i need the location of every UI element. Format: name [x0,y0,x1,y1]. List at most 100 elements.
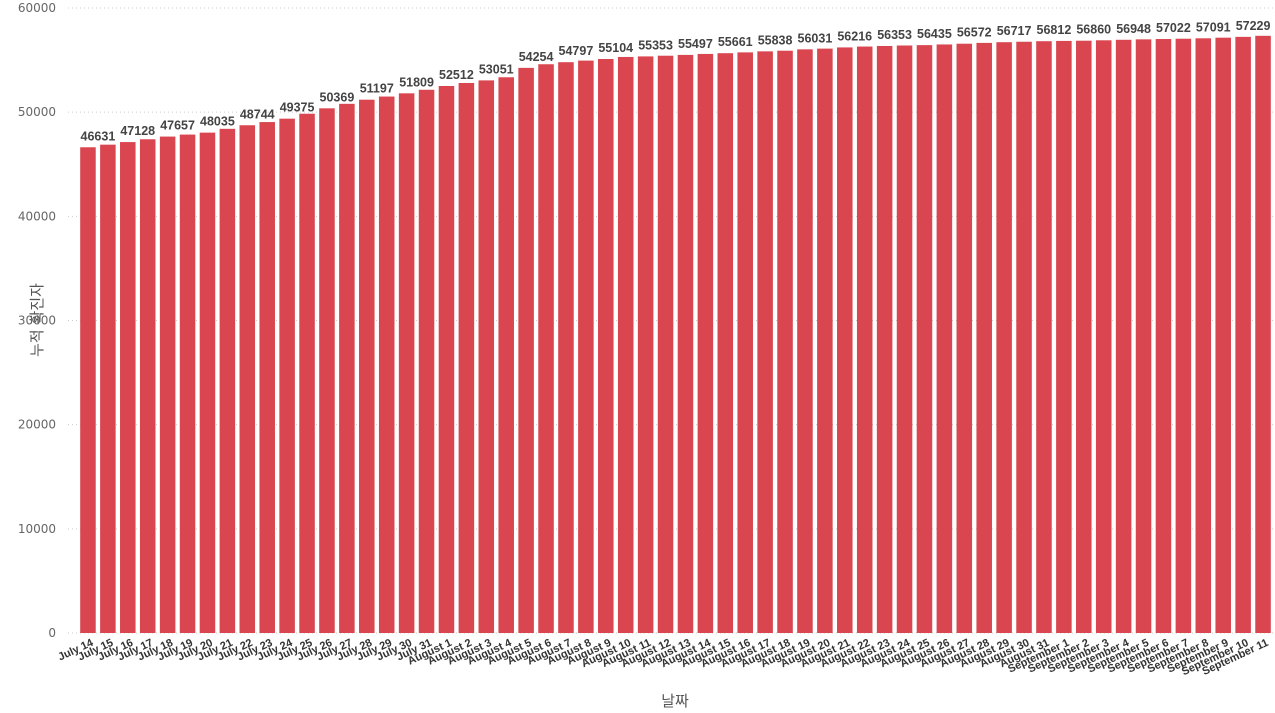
bar [1215,37,1231,633]
bar [578,60,594,633]
value-label: 56572 [957,26,992,40]
bar [856,46,873,633]
bar [438,86,455,633]
bar [1235,36,1251,634]
value-label: 51809 [399,75,434,89]
bar [956,43,973,634]
bar [637,56,654,633]
bar [717,53,734,633]
value-label: 56860 [1076,23,1111,37]
bar [876,45,893,634]
y-tick-label: 10000 [18,522,56,536]
y-tick-label: 40000 [18,209,56,223]
value-label: 46631 [81,129,116,143]
bar [936,44,953,634]
bar [339,103,355,634]
bar [319,108,335,633]
bar [1255,35,1271,633]
bar [239,125,256,633]
value-label: 56353 [877,28,912,42]
y-axis-title: 누적 확진자 [28,283,46,357]
bar [657,55,674,634]
bar [378,96,395,633]
bar [976,42,992,634]
bar [1115,39,1132,633]
value-label: 57229 [1236,19,1271,33]
bar [1175,38,1192,633]
bar [996,42,1012,633]
bar [1056,40,1072,633]
bar [737,52,753,633]
bar [458,83,475,633]
value-label: 55104 [598,41,633,55]
bar [837,47,853,633]
bar [418,89,435,634]
value-label: 48744 [240,107,275,121]
bar [1076,40,1092,634]
y-tick-label: 60000 [18,1,56,15]
bar [100,144,116,633]
y-tick-label: 30000 [18,314,56,328]
value-label: 53051 [479,62,514,76]
y-tick-label: 20000 [18,418,56,432]
bar [757,51,773,633]
bar [558,62,574,633]
bar [1036,41,1052,634]
bar [916,45,933,633]
bar [677,54,694,633]
y-tick-label: 50000 [18,105,56,119]
bar [1095,40,1112,633]
bar [359,99,375,633]
value-label: 56435 [917,27,952,41]
bar [797,49,813,633]
value-label: 57022 [1156,21,1191,35]
bar [80,147,96,633]
value-label: 50369 [320,90,355,104]
value-label: 55838 [758,33,793,47]
value-label: 55497 [678,37,713,51]
bar [617,56,634,634]
bar [299,113,315,633]
bar [478,80,495,633]
value-label: 48035 [200,115,235,129]
bar [1155,39,1172,634]
value-label: 47657 [160,119,195,133]
x-axis-title: 날짜 [661,692,689,710]
value-label: 54254 [519,50,554,64]
value-label: 56031 [798,31,833,45]
bar [219,128,236,634]
value-label: 56948 [1116,22,1151,36]
bar [1135,39,1152,633]
bar [120,142,136,634]
value-label: 56717 [997,24,1032,38]
bar [1016,41,1032,633]
bar [817,48,833,633]
bar [598,59,614,633]
bar [1195,38,1212,634]
value-label: 56812 [1037,23,1072,37]
bar [697,53,714,633]
bar [538,64,554,633]
value-label: 51197 [360,82,394,96]
bar [896,45,913,633]
bar [279,118,295,634]
bar [398,93,415,633]
value-label: 54797 [559,44,594,58]
bar [498,77,514,634]
bar [259,122,275,633]
value-label: 57091 [1196,20,1231,34]
y-tick-label: 0 [48,626,56,640]
value-label: 47128 [120,124,155,138]
value-label: 52512 [439,68,474,82]
bar [179,134,196,633]
bar [518,67,534,633]
bar [139,139,156,633]
bar [159,136,176,633]
value-label: 49375 [280,101,315,115]
value-label: 55353 [638,38,673,52]
value-label: 56216 [837,29,872,43]
bar [777,50,793,634]
value-label: 55661 [718,35,753,49]
bar [199,132,216,633]
